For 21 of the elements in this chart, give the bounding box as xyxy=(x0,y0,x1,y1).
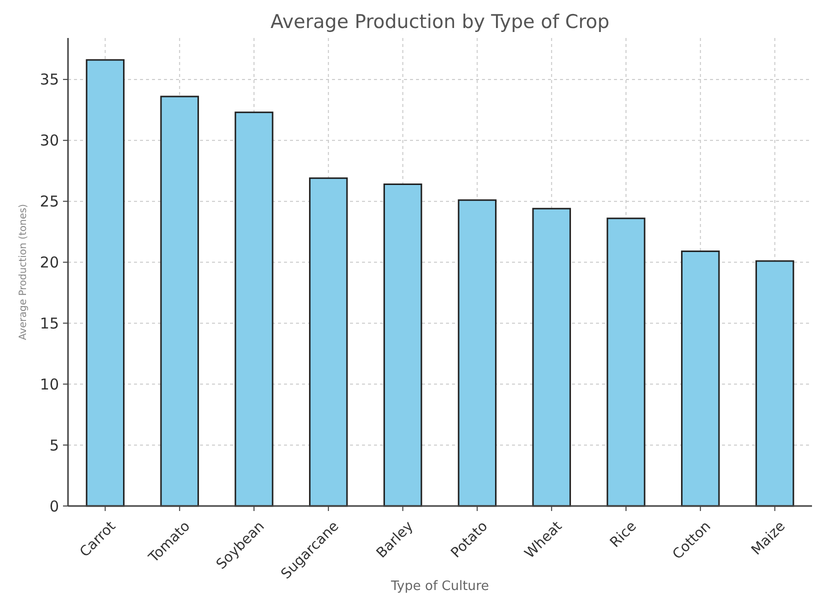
y-tick-label: 10 xyxy=(40,375,59,394)
bar xyxy=(755,260,794,507)
y-tick-label: 20 xyxy=(40,254,59,272)
bar xyxy=(234,112,274,507)
bar xyxy=(309,177,348,507)
bar xyxy=(86,59,125,507)
y-tick-label: 15 xyxy=(40,314,59,332)
y-axis-title: Average Production (tones) xyxy=(18,204,29,340)
y-tick-label: 5 xyxy=(49,436,59,454)
chart-title: Average Production by Type of Crop xyxy=(270,11,610,33)
y-tick-label: 0 xyxy=(49,497,59,516)
y-tick-label: 30 xyxy=(40,132,59,150)
bar xyxy=(458,199,497,507)
bar xyxy=(606,218,646,507)
bar xyxy=(532,208,571,507)
bar xyxy=(383,184,422,507)
y-tick-label: 35 xyxy=(40,70,59,89)
y-tick-label: 25 xyxy=(40,192,59,211)
bar xyxy=(160,96,199,507)
bar xyxy=(681,250,720,507)
x-axis-title: Type of Culture xyxy=(390,579,489,594)
